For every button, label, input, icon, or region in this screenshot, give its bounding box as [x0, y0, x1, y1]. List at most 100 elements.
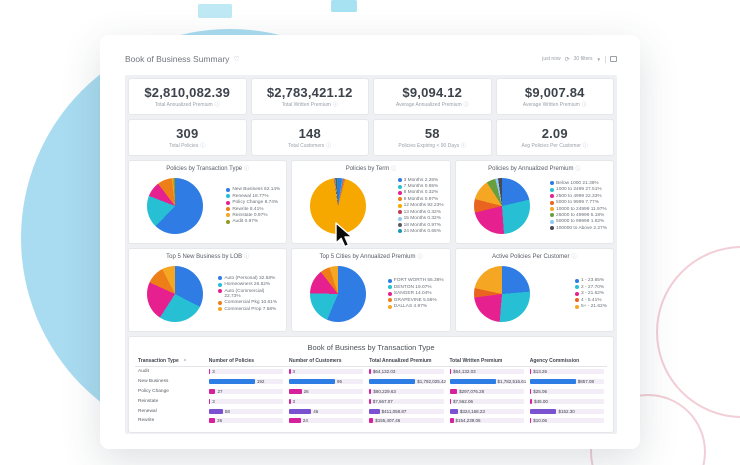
column-header-number-of-policies[interactable]: Number of Policies [205, 356, 287, 367]
bar-cell: $13.26 [527, 367, 607, 377]
kpi-card-avg-policies-per-customer[interactable]: 2.09 Avg Policies Per Customer ⓘ [495, 119, 614, 156]
table-body: Audit 3 3 $64,132.03 $64,132.03 $13.26 New Bus… [135, 367, 607, 426]
chart-card-policies-by-annualized-premium[interactable]: Policies by Annualized Premium ⓘ Below 100… [454, 160, 614, 244]
kpi-value: $2,810,082.39 [144, 84, 231, 100]
bar-fill [289, 379, 336, 385]
table-row-new-business[interactable]: New Business 192 95 $1,792,025.42 $1,782,516… [135, 377, 607, 387]
kpi-label: Total Policies ⓘ [169, 142, 206, 150]
refresh-icon[interactable]: ⟳ [564, 56, 570, 63]
filters-button[interactable]: 30 filters [573, 56, 593, 62]
legend-swatch [387, 278, 392, 283]
chart-title-row: Policies by Transaction Type ⓘ [133, 165, 282, 173]
kpi-card-average-written-premium[interactable]: $9,007.84 Average Written Premium ⓘ [495, 78, 614, 115]
bar-fill [369, 379, 416, 385]
chart-title: Active Policies Per Customer [492, 254, 570, 260]
decor-pink-ring-1 [656, 246, 740, 418]
kpi-label: Total Written Premium ⓘ [281, 101, 338, 109]
bar-cell: $7,667.07 [366, 396, 446, 406]
chart-card-active-policies-per-customer[interactable]: Active Policies Per Customer ⓘ 1 - 23.65% 2… [454, 248, 614, 332]
table-row-audit[interactable]: Audit 3 3 $64,132.03 $64,132.03 $13.26 [135, 367, 607, 377]
chart-legend: Auto (Personal) 32.58% Homeowners 26.52% A… [218, 275, 280, 313]
table-row-rewrite[interactable]: Rewrite 26 24 $155,407.46 $154,239.06 $10.06 [135, 416, 607, 426]
chart-card-policies-by-transaction-type[interactable]: Policies by Transaction Type ⓘ New Busines… [128, 160, 288, 244]
bar-cell: 27 [206, 387, 286, 397]
bar-value: $1,782,516.61 [497, 379, 527, 385]
bar-value: 3 [292, 398, 296, 404]
legend-swatch [397, 210, 402, 215]
bar-value: 192 [256, 379, 265, 385]
chart-card-top-5-cities-by-annualized-premium[interactable]: Top 5 Cities by Annualized Premium ⓘ FORT … [291, 248, 451, 332]
kpi-card-total-customers[interactable]: 148 Total Customers ⓘ [250, 119, 369, 156]
legend-label: DENTON 19.07% [393, 284, 432, 290]
bar-fill [369, 408, 380, 414]
bar-track: 3 [289, 369, 364, 375]
legend-item: 5000 to 9999 7.77% [550, 200, 607, 205]
chart-legend: FORT WORTH 56.36% DENTON 19.07% SANGER 14.… [387, 277, 444, 310]
column-header-total-written-premium[interactable]: Total Written Premium [446, 356, 527, 367]
bar-cell: $155,407.46 [366, 416, 446, 426]
bar-track: 58 [208, 408, 284, 414]
chart-card-top-5-new-business-by-lob[interactable]: Top 5 New Business by LOB ⓘ Auto (Personal… [128, 248, 288, 332]
chart-card-policies-by-term[interactable]: Policies by Term ⓘ 3 Months 2.26% 7 Months … [291, 160, 451, 244]
chart-title-row: Active Policies Per Customer ⓘ [460, 253, 609, 261]
kpi-card-total-written-premium[interactable]: $2,783,421.12 Total Written Premium ⓘ [250, 78, 369, 115]
legend-label: DALLAS 4.97% [393, 304, 428, 310]
pie-chart [147, 178, 203, 234]
table-row-renewal[interactable]: Renewal 58 46 $411,058.87 $324,168.23 $152.30 [135, 406, 607, 416]
bar-cell: 3 [286, 396, 366, 406]
bar-fill [449, 369, 452, 375]
last-updated-label: just now [542, 56, 561, 62]
table-row-policy-change[interactable]: Policy Change 27 26 $80,229.63 $297,076.28 $2… [135, 387, 607, 397]
legend-label: 3 - 21.62% [580, 291, 605, 297]
bar-track: 46 [289, 408, 364, 414]
table-row-reinstate[interactable]: Reinstate 3 3 $7,667.07 $7,562.06 $45.00 [135, 396, 607, 406]
legend-swatch [397, 223, 402, 228]
legend-label: 5000 to 9999 7.77% [556, 200, 599, 206]
chart-body: 1 - 23.65% 2 - 27.70% 3 - 21.62% 4 - 5.41% 5… [460, 261, 609, 327]
column-header-total-annualized-premium[interactable]: Total Annualized Premium [366, 356, 447, 367]
expand-icon[interactable] [610, 56, 617, 62]
table-card: Book of Business by Transaction Type Tra… [128, 336, 614, 433]
legend-label: Homeowners 26.52% [224, 282, 271, 288]
kpi-label: Total Customers ⓘ [288, 142, 332, 150]
column-header-agency-commission[interactable]: Agency Commission [526, 356, 607, 367]
legend-swatch [387, 304, 392, 309]
favorite-icon[interactable]: ♡ [233, 56, 240, 63]
legend-swatch [550, 200, 555, 205]
kpi-card-average-annualized-premium[interactable]: $9,094.12 Average Annualized Premium ⓘ [373, 78, 492, 115]
kpi-card-total-policies[interactable]: 309 Total Policies ⓘ [128, 119, 247, 156]
bar-fill [449, 379, 496, 385]
column-header-transaction-type[interactable]: Transaction Type ^ [135, 356, 206, 367]
bar-value: 95 [337, 379, 343, 385]
dashboard-window: Book of Business Summary ♡ just now ⟳ 30… [100, 35, 640, 449]
chart-title: Policies by Term [345, 166, 390, 172]
info-icon: ⓘ [461, 142, 467, 149]
bar-cell: 192 [206, 377, 286, 387]
chart-title-row: Top 5 New Business by LOB ⓘ [133, 253, 282, 261]
info-icon: ⓘ [391, 165, 397, 172]
bar-track: 3 [208, 369, 284, 375]
bar-fill [208, 398, 211, 404]
bar-cell: $80,229.63 [366, 387, 446, 397]
legend-label: GRAPEVINE 5.56% [393, 297, 437, 303]
bar-fill [449, 388, 458, 394]
kpi-card-total-annualized-premium[interactable]: $2,810,082.39 Total Annualized Premium ⓘ [128, 78, 247, 115]
kpi-value: $9,094.12 [402, 84, 463, 100]
info-icon: ⓘ [200, 142, 206, 149]
legend-swatch [397, 216, 402, 221]
dashboard-header: Book of Business Summary ♡ just now ⟳ 30… [125, 49, 617, 69]
bar-value: 58 [224, 408, 230, 414]
bar-track: $80,229.63 [369, 388, 444, 394]
kpi-card-policies-expiring-90-days[interactable]: 58 Policies Expiring < 90 Days ⓘ [373, 119, 492, 156]
legend-swatch [574, 285, 579, 290]
legend-swatch [397, 229, 402, 234]
filter-funnel-icon[interactable]: ▼ [596, 56, 601, 62]
legend-swatch [550, 207, 555, 211]
bar-value: 3 [292, 369, 296, 375]
column-header-number-of-customers[interactable]: Number of Customers [286, 356, 367, 367]
bar-track: $857.08 [529, 379, 604, 385]
pie-chart [147, 266, 203, 322]
bar-value: 26 [303, 388, 309, 394]
bar-value: $13.26 [533, 369, 547, 375]
